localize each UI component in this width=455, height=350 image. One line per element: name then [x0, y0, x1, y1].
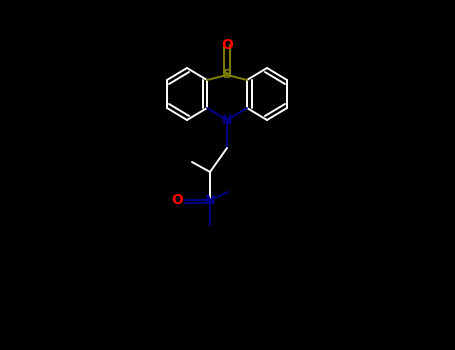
Text: O: O [171, 193, 183, 207]
Text: O: O [221, 38, 233, 52]
Text: N: N [205, 194, 215, 206]
Text: S: S [222, 69, 232, 82]
Text: N: N [222, 113, 232, 126]
